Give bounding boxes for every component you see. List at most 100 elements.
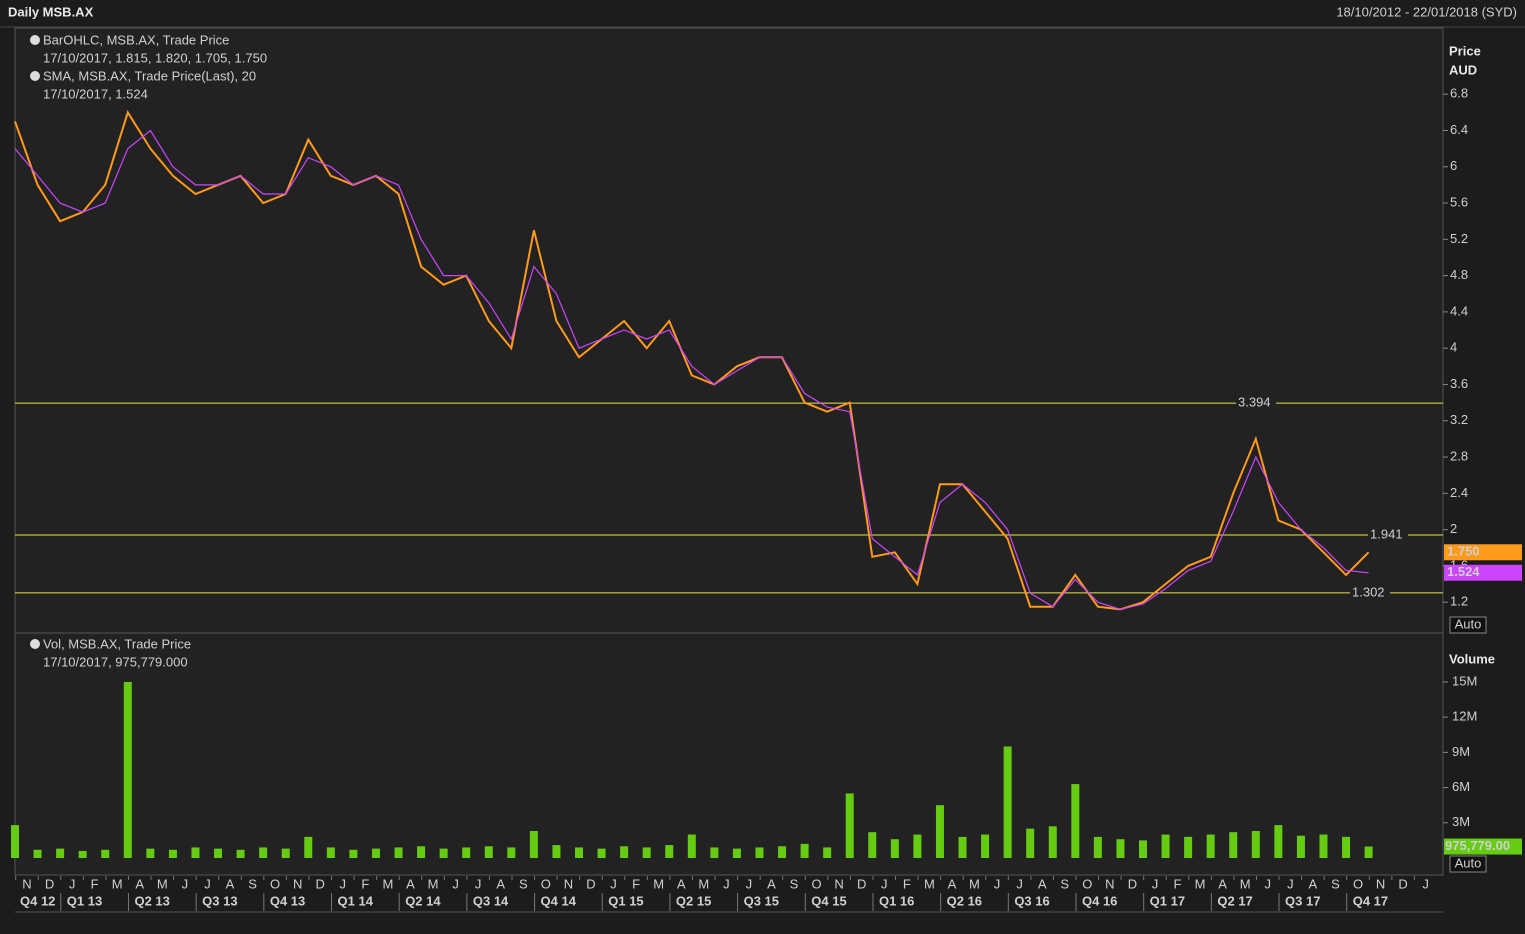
quarter-label: Q3 16 xyxy=(1014,893,1049,908)
month-label: N xyxy=(834,876,843,891)
quarter-label: Q1 15 xyxy=(608,893,643,908)
volume-tick-label: 3M xyxy=(1452,814,1470,829)
month-label: D xyxy=(316,876,325,891)
volume-bar xyxy=(687,834,696,858)
price-panel xyxy=(14,27,1444,634)
month-label: F xyxy=(361,876,369,891)
level-label-bg xyxy=(1368,526,1408,542)
month-label: S xyxy=(1060,876,1069,891)
volume-bar xyxy=(710,847,719,858)
legend-icon xyxy=(30,71,40,81)
volume-bar xyxy=(1251,831,1260,858)
volume-bar xyxy=(1026,828,1035,858)
price-auto-button[interactable] xyxy=(1449,616,1487,634)
month-label: N xyxy=(293,876,302,891)
volume-panel xyxy=(14,632,1444,876)
volume-bar xyxy=(1364,846,1373,858)
volume-bar xyxy=(1139,840,1148,858)
date-range: 18/10/2012 - 22/01/2018 (SYD) xyxy=(1336,4,1517,19)
legend-detail: 17/10/2017, 1.524 xyxy=(43,86,148,101)
volume-bar xyxy=(168,849,177,858)
legend-name: Vol, MSB.AX, Trade Price xyxy=(43,636,191,651)
quarter-label: Q4 16 xyxy=(1082,893,1117,908)
volume-bar xyxy=(191,847,200,858)
quarter-label: Q1 16 xyxy=(879,893,914,908)
volume-auto-button[interactable] xyxy=(1449,855,1487,873)
month-label: A xyxy=(677,876,686,891)
volume-bar xyxy=(236,849,245,858)
volume-tick-label: 9M xyxy=(1452,744,1470,759)
price-tick-label: 6 xyxy=(1450,158,1457,173)
volume-auto-label[interactable]: Auto xyxy=(1455,855,1482,870)
volume-bar xyxy=(1229,832,1238,858)
month-label: D xyxy=(586,876,595,891)
volume-bar xyxy=(981,834,990,858)
month-label: J xyxy=(994,876,1001,891)
month-label: J xyxy=(1152,876,1159,891)
volume-bar xyxy=(281,848,290,858)
month-label: J xyxy=(1422,876,1429,891)
quarter-label: Q3 14 xyxy=(473,893,509,908)
month-label: A xyxy=(1218,876,1227,891)
quarter-label: Q4 17 xyxy=(1353,893,1388,908)
quarter-label: Q1 13 xyxy=(67,893,102,908)
quarter-label: Q2 13 xyxy=(134,893,169,908)
month-label: A xyxy=(767,876,776,891)
volume-bar xyxy=(439,848,448,858)
volume-bar xyxy=(1184,836,1193,858)
price-tick-label: 3.2 xyxy=(1450,412,1468,427)
volume-bar xyxy=(123,681,132,858)
month-label: M xyxy=(1240,876,1251,891)
value-tag-label: 1.750 xyxy=(1447,544,1480,559)
price-axis-unit: AUD xyxy=(1449,62,1477,77)
quarter-label: Q2 14 xyxy=(405,893,441,908)
level-label-bg xyxy=(1350,584,1390,600)
volume-bar xyxy=(1206,834,1215,858)
month-label: O xyxy=(541,876,551,891)
month-label: S xyxy=(790,876,799,891)
price-auto-label[interactable]: Auto xyxy=(1455,616,1482,631)
month-label: J xyxy=(475,876,482,891)
price-tick-label: 1.2 xyxy=(1450,594,1468,609)
month-label: S xyxy=(248,876,257,891)
quarter-label: Q3 15 xyxy=(744,893,779,908)
quarter-label: Q2 15 xyxy=(676,893,711,908)
volume-bar xyxy=(1071,784,1080,858)
volume-bar xyxy=(507,847,516,858)
legend-detail: 17/10/2017, 1.815, 1.820, 1.705, 1.750 xyxy=(43,50,267,65)
quarter-label: Q1 14 xyxy=(338,893,374,908)
price-tick-label: 6.8 xyxy=(1450,86,1468,101)
month-label: M xyxy=(698,876,709,891)
volume-bar xyxy=(800,843,809,858)
price-tick-label: 4.8 xyxy=(1450,267,1468,282)
sma-line xyxy=(14,129,1369,611)
quarter-label: Q3 13 xyxy=(202,893,237,908)
month-label: A xyxy=(226,876,235,891)
volume-bar xyxy=(845,793,854,858)
month-label: N xyxy=(564,876,573,891)
month-label: D xyxy=(1398,876,1407,891)
volume-bar xyxy=(529,831,538,858)
volume-bar xyxy=(484,846,493,858)
month-label: F xyxy=(632,876,640,891)
volume-bar xyxy=(642,847,651,858)
month-label: D xyxy=(45,876,54,891)
volume-bar xyxy=(1003,746,1012,858)
month-label: A xyxy=(1309,876,1318,891)
month-label: J xyxy=(69,876,76,891)
month-label: M xyxy=(1195,876,1206,891)
level-label: 1.941 xyxy=(1370,526,1403,541)
month-label: M xyxy=(428,876,439,891)
price-tick-label: 3.6 xyxy=(1450,376,1468,391)
volume-axis-label: Volume xyxy=(1449,651,1495,666)
volume-bar xyxy=(1296,835,1305,858)
month-label: A xyxy=(1038,876,1047,891)
value-tag xyxy=(1444,564,1522,581)
month-label: M xyxy=(382,876,393,891)
level-label: 3.394 xyxy=(1238,395,1271,410)
volume-bar xyxy=(1093,836,1102,858)
month-label: A xyxy=(948,876,957,891)
volume-bar xyxy=(958,836,967,858)
month-label: J xyxy=(746,876,753,891)
month-label: J xyxy=(610,876,617,891)
